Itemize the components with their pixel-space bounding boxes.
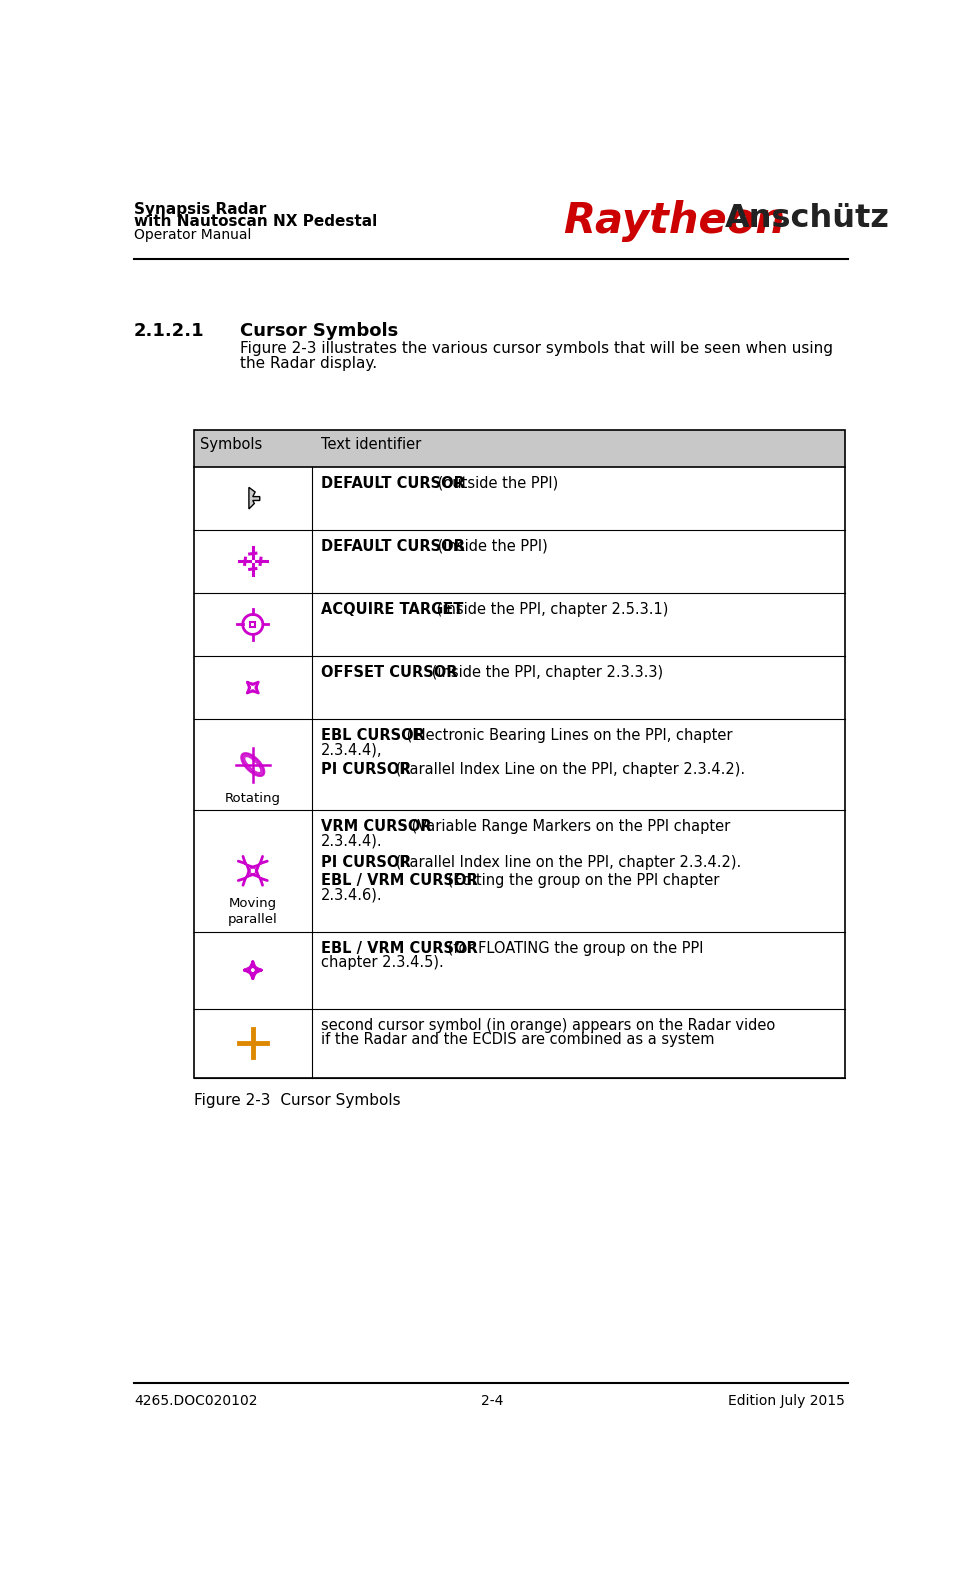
Text: PI CURSOR: PI CURSOR (321, 854, 411, 870)
Ellipse shape (246, 757, 260, 772)
Bar (194, 810, 845, 932)
Text: 2.3.4.6).: 2.3.4.6). (321, 888, 383, 902)
Text: Edition July 2015: Edition July 2015 (728, 1394, 845, 1408)
Text: Cursor Symbols: Cursor Symbols (255, 1093, 400, 1109)
Text: (Variable Range Markers on the PPI chapter: (Variable Range Markers on the PPI chapt… (408, 819, 731, 834)
Text: the Radar display.: the Radar display. (240, 356, 377, 371)
Text: Figure 2-3: Figure 2-3 (194, 1093, 270, 1109)
Text: (inside the PPI, chapter 2.5.3.1): (inside the PPI, chapter 2.5.3.1) (432, 601, 668, 617)
Ellipse shape (242, 753, 265, 776)
Text: DEFAULT CURSOR: DEFAULT CURSOR (321, 539, 465, 554)
Bar (194, 593, 845, 655)
Bar (194, 719, 845, 810)
Text: if the Radar and the ECDIS are combined as a system: if the Radar and the ECDIS are combined … (321, 1031, 714, 1047)
Bar (194, 530, 845, 593)
Text: OFFSET CURSOR: OFFSET CURSOR (321, 665, 457, 681)
Text: Synapsis Radar: Synapsis Radar (134, 202, 266, 216)
Text: (outside the PPI): (outside the PPI) (433, 476, 558, 490)
Text: 2.3.4.4),: 2.3.4.4), (321, 743, 383, 757)
Bar (194, 1009, 845, 1079)
Text: EBL / VRM CURSOR: EBL / VRM CURSOR (321, 940, 479, 956)
Text: Symbols: Symbols (199, 438, 262, 452)
Bar (250, 622, 255, 627)
Bar (194, 430, 845, 466)
Text: Text identifier: Text identifier (321, 438, 422, 452)
Text: (Parallel Index Line on the PPI, chapter 2.3.4.2).: (Parallel Index Line on the PPI, chapter… (391, 762, 745, 778)
Text: chapter 2.3.4.5).: chapter 2.3.4.5). (321, 955, 444, 971)
Text: 2-4: 2-4 (480, 1394, 503, 1408)
Text: Cursor Symbols: Cursor Symbols (240, 321, 398, 340)
Text: 2.1.2.1: 2.1.2.1 (134, 321, 204, 340)
Text: EBL / VRM CURSOR: EBL / VRM CURSOR (321, 873, 479, 888)
Bar (194, 932, 845, 1009)
Text: 4265.DOC020102: 4265.DOC020102 (134, 1394, 257, 1408)
Text: DEFAULT CURSOR: DEFAULT CURSOR (321, 476, 465, 490)
Text: Rotating: Rotating (224, 792, 281, 805)
Bar (194, 466, 845, 530)
Text: (Editing the group on the PPI chapter: (Editing the group on the PPI chapter (443, 873, 719, 888)
Text: (inside the PPI): (inside the PPI) (433, 539, 548, 554)
Text: second cursor symbol (in orange) appears on the Radar video: second cursor symbol (in orange) appears… (321, 1018, 776, 1033)
Text: Raytheon: Raytheon (563, 200, 785, 242)
Text: Operator Manual: Operator Manual (134, 228, 251, 242)
Text: ACQUIRE TARGET: ACQUIRE TARGET (321, 601, 464, 617)
Text: (Parallel Index line on the PPI, chapter 2.3.4.2).: (Parallel Index line on the PPI, chapter… (391, 854, 741, 870)
Text: PI CURSOR: PI CURSOR (321, 762, 411, 778)
Bar (194, 655, 845, 719)
Text: EBL CURSOR: EBL CURSOR (321, 729, 425, 743)
Text: Moving
parallel: Moving parallel (228, 897, 278, 926)
Text: with Nautoscan NX Pedestal: with Nautoscan NX Pedestal (134, 215, 377, 229)
Text: Anschütz: Anschütz (724, 204, 889, 234)
Text: 2.3.4.4).: 2.3.4.4). (321, 834, 383, 848)
Text: (inside the PPI, chapter 2.3.3.3): (inside the PPI, chapter 2.3.3.3) (427, 665, 664, 681)
Text: VRM CURSOR: VRM CURSOR (321, 819, 432, 834)
Text: (for FLOATING the group on the PPI: (for FLOATING the group on the PPI (443, 940, 703, 956)
Bar (194, 430, 845, 1079)
Polygon shape (249, 487, 260, 509)
Text: Figure 2-3 illustrates the various cursor symbols that will be seen when using: Figure 2-3 illustrates the various curso… (240, 340, 833, 356)
Text: (Electronic Bearing Lines on the PPI, chapter: (Electronic Bearing Lines on the PPI, ch… (402, 729, 733, 743)
